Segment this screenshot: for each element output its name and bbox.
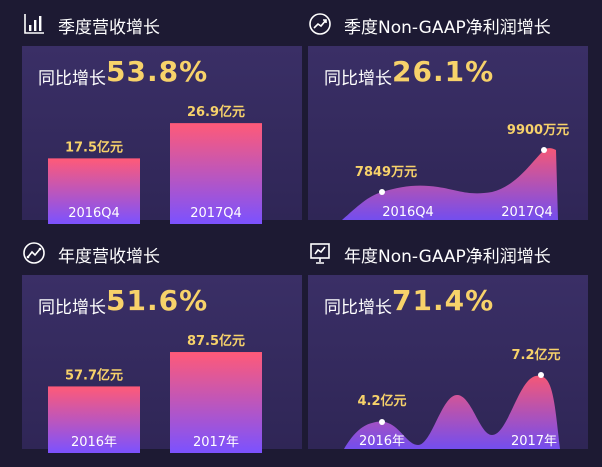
data-point	[541, 147, 547, 153]
area-series	[344, 375, 560, 449]
category-label: 2017Q4	[190, 206, 242, 221]
chart-panel: 同比增长 71.4% 4.2亿元 2016年 7.2亿元 2017年	[308, 275, 588, 449]
data-label: 7849万元	[355, 165, 417, 180]
section-title: 季度Non-GAAP净利润增长	[344, 18, 551, 38]
data-label: 26.9亿元	[187, 104, 245, 120]
growth-label: 同比增长	[324, 69, 392, 89]
category-label: 2017Q4	[501, 205, 553, 220]
section-title: 年度Non-GAAP净利润增长	[344, 247, 551, 267]
category-label: 2016年	[359, 434, 405, 449]
data-label: 7.2亿元	[511, 347, 560, 363]
chart-panel: 同比增长 53.8% 17.5亿元 2016Q4 26.9亿元 2017Q4	[22, 46, 302, 224]
data-label: 57.7亿元	[65, 367, 123, 383]
presentation-chart-icon	[310, 243, 330, 264]
chart-panel: 同比增长 51.6% 57.7亿元 2016年 87.5亿元 2017年	[22, 275, 302, 453]
bar-chart: 57.7亿元 2016年 87.5亿元 2017年	[48, 333, 262, 453]
section-header: 年度营收增长	[22, 239, 312, 267]
bar	[48, 158, 140, 224]
bar-chart: 17.5亿元 2016Q4 26.9亿元 2017Q4	[48, 104, 262, 224]
data-label: 4.2亿元	[357, 393, 406, 409]
data-point	[538, 372, 544, 378]
area-chart: 4.2亿元 2016年 7.2亿元 2017年	[344, 347, 561, 449]
bar	[170, 123, 262, 224]
data-label: 9900万元	[507, 123, 569, 138]
section-title: 季度营收增长	[58, 18, 160, 38]
category-label: 2017年	[511, 434, 557, 449]
growth-label: 同比增长	[38, 298, 106, 318]
trend-up-icon	[309, 13, 331, 35]
bar-chart-icon	[24, 14, 44, 34]
category-label: 2016Q4	[68, 206, 120, 221]
data-point	[379, 419, 385, 425]
category-label: 2016Q4	[382, 205, 434, 220]
growth-label: 同比增长	[324, 298, 392, 318]
chart-panel: 同比增长 26.1% 7849万元 2016Q4 9900万元 2017Q4	[308, 46, 588, 220]
data-point	[379, 189, 385, 195]
data-label: 87.5亿元	[187, 333, 245, 349]
data-label: 17.5亿元	[65, 139, 123, 155]
section-header: 年度Non-GAAP净利润增长	[308, 239, 598, 267]
section-title: 年度营收增长	[58, 247, 160, 267]
category-label: 2016年	[71, 435, 117, 450]
gauge-icon	[23, 242, 45, 264]
bar	[170, 352, 262, 453]
area-series	[342, 148, 558, 220]
growth-label: 同比增长	[38, 69, 106, 89]
area-chart: 7849万元 2016Q4 9900万元 2017Q4	[342, 123, 569, 220]
growth-value: 51.6%	[106, 284, 209, 317]
growth-value: 53.8%	[106, 55, 209, 88]
growth-value: 71.4%	[392, 284, 495, 317]
category-label: 2017年	[193, 435, 239, 450]
section-header: 季度Non-GAAP净利润增长	[308, 10, 598, 38]
section-header: 季度营收增长	[22, 10, 312, 38]
bar	[48, 386, 140, 453]
growth-value: 26.1%	[392, 55, 495, 88]
